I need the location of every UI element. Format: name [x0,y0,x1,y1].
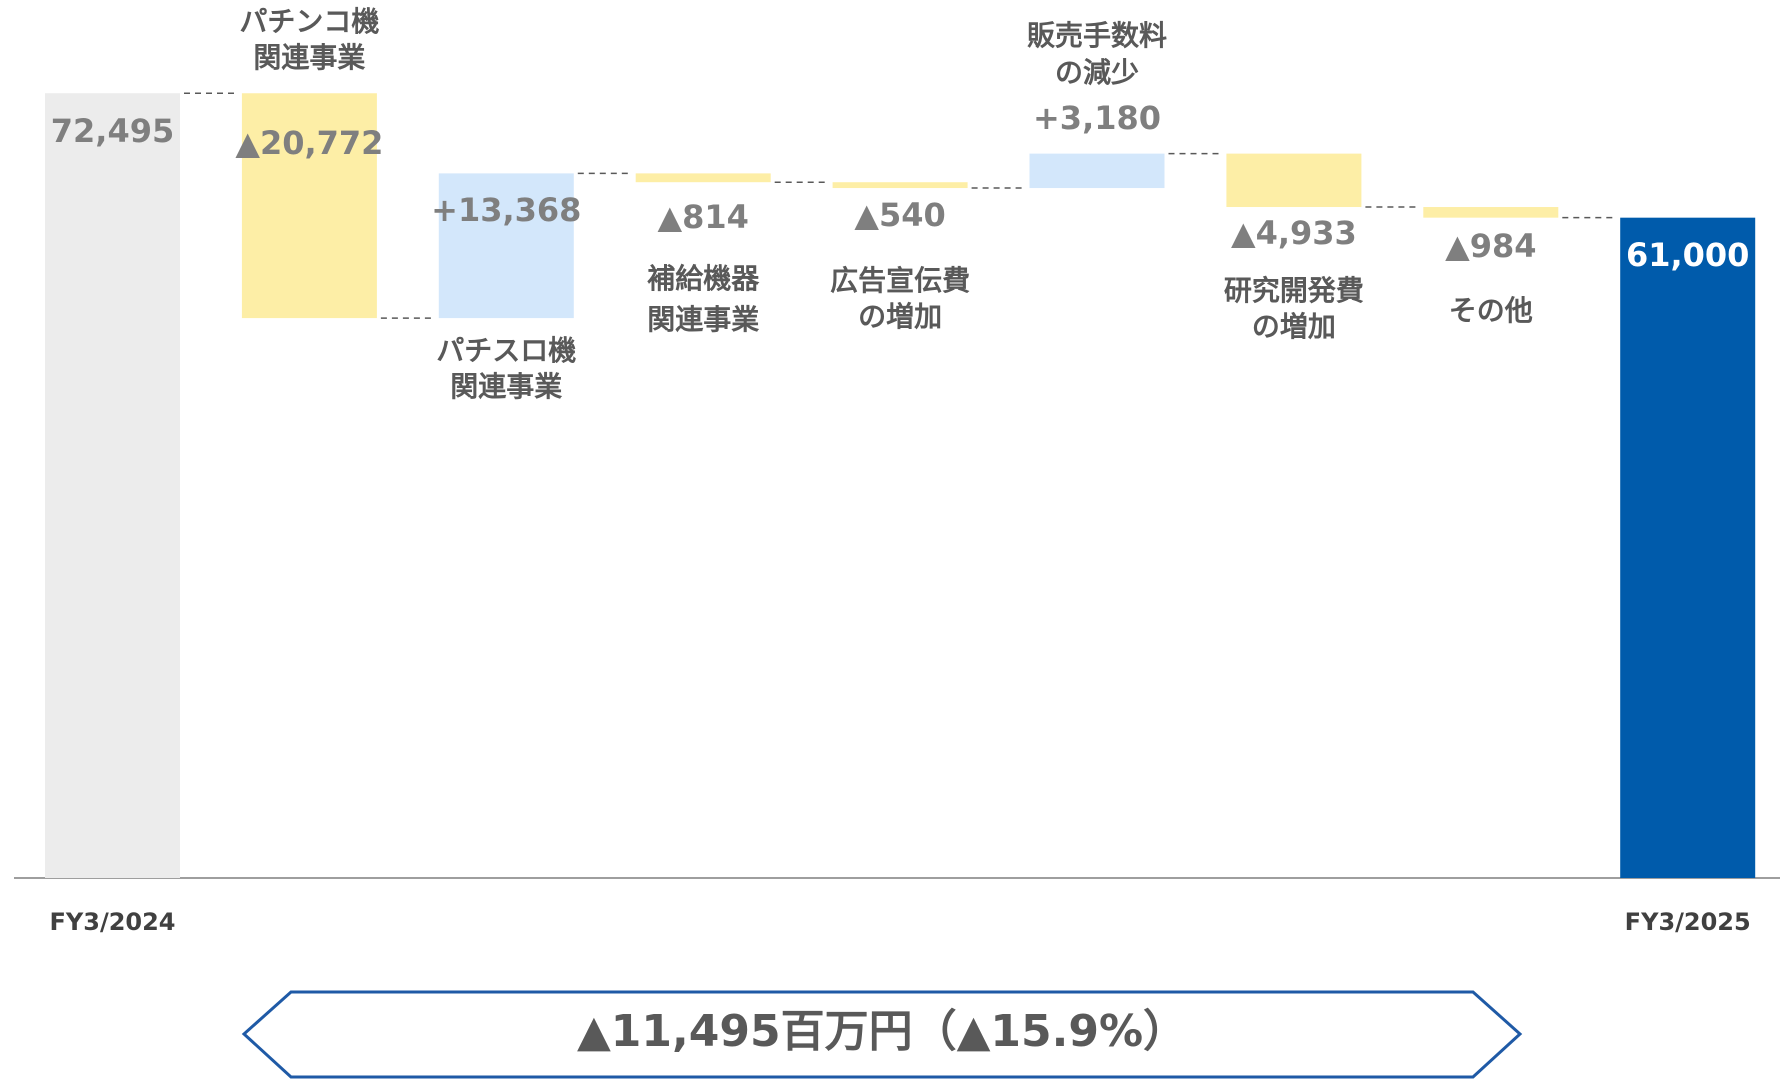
bar [635,173,771,183]
category-label: 販売手数料 [1027,19,1167,52]
value-label: ▲20,772 [235,124,383,162]
value-label: +3,180 [1033,99,1161,137]
bar [438,173,574,319]
category-label: 関連事業 [253,41,365,74]
value-label: ▲984 [1445,227,1536,265]
bar [832,182,968,189]
summary-box [241,990,1523,1079]
x-tick-label: FY3/2025 [1625,908,1751,936]
value-label: +13,368 [431,191,581,229]
category-label: その他 [1449,294,1533,327]
category-label: の減少 [1055,56,1139,89]
bar [1423,207,1559,218]
bar [241,93,377,319]
category-label: の増加 [858,300,942,333]
category-label: パチンコ機 [239,5,379,38]
bar [1620,217,1756,879]
category-label: 広告宣伝費 [830,264,970,297]
value-label: ▲540 [854,196,945,234]
category-label: 関連事業 [450,370,562,403]
category-label: 研究開発費 [1224,274,1364,307]
value-label: ▲814 [657,198,748,236]
x-tick-label: FY3/2024 [49,908,175,936]
category-label: パチスロ機 [436,334,576,367]
bar [1226,153,1362,208]
bar [45,93,180,878]
value-label: 72,495 [51,112,174,150]
value-label: ▲4,933 [1231,214,1357,252]
bar [1029,153,1165,189]
value-label: 61,000 [1626,236,1749,274]
category-label: の増加 [1252,310,1336,343]
category-label: 補給機器 [646,262,760,295]
category-label: 関連事業 [647,303,759,336]
summary-text: ▲11,495百万円（▲15.9%） [577,1006,1187,1057]
